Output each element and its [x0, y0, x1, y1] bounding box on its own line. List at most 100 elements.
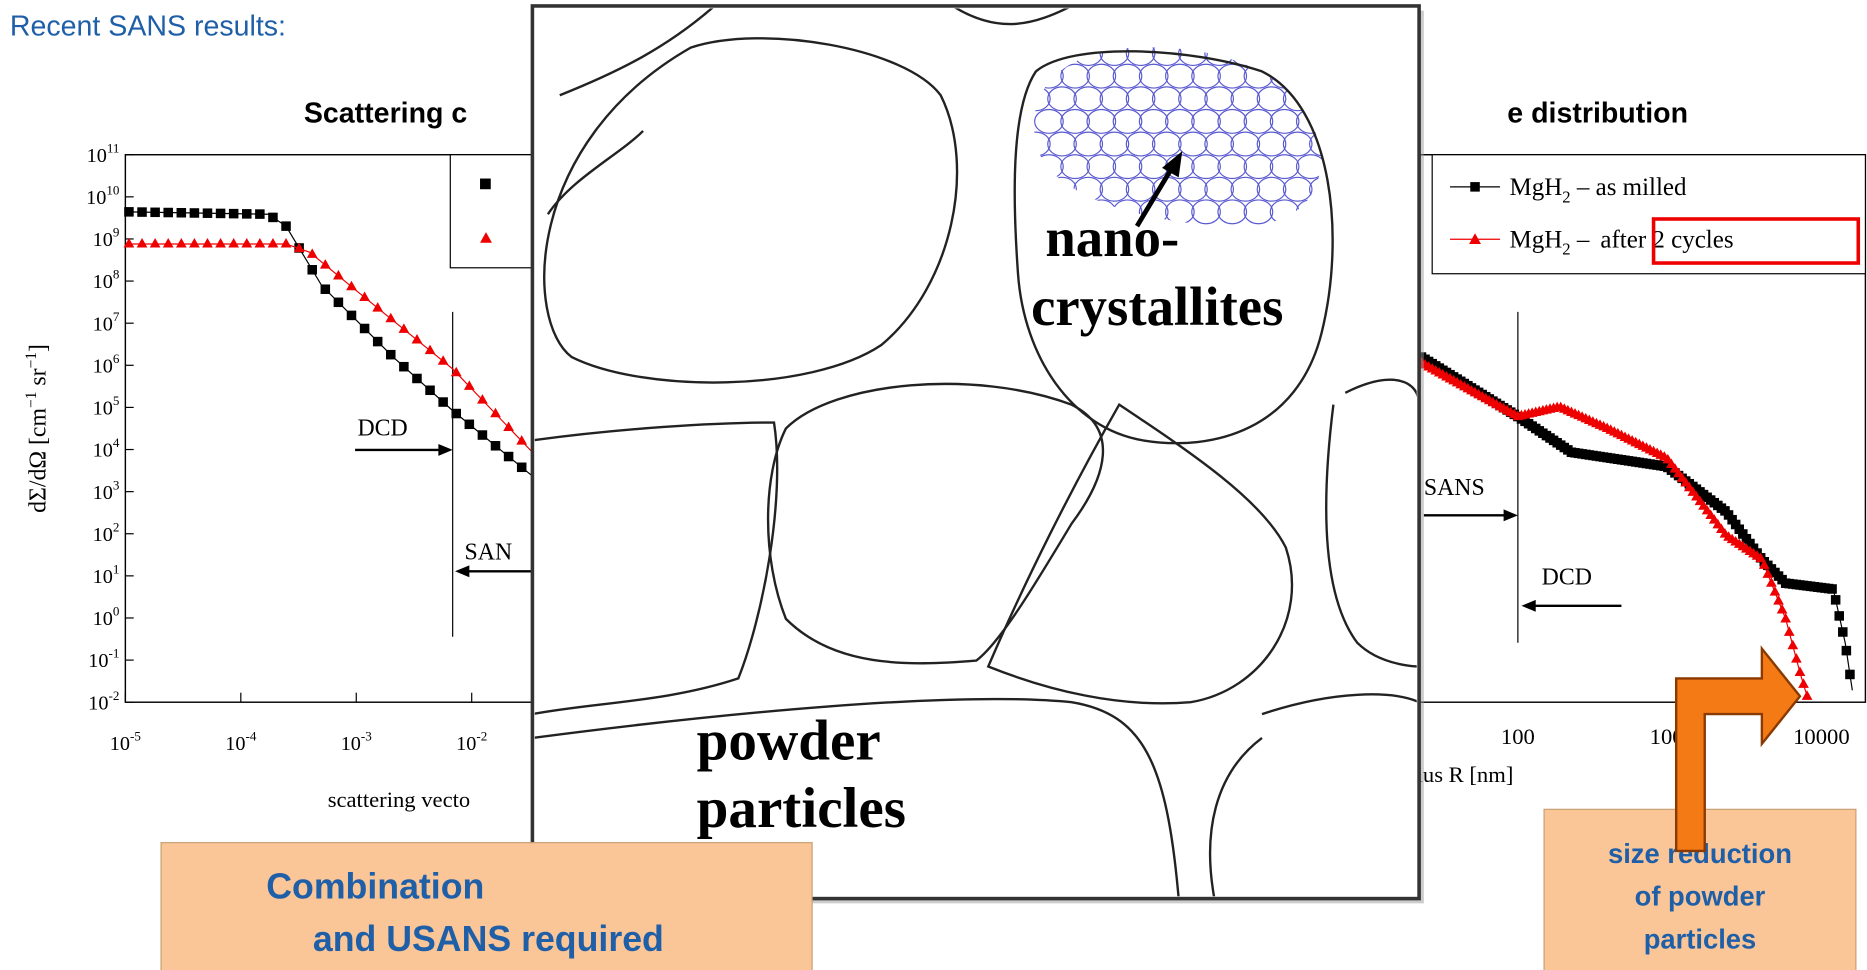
tick-base: 10 — [93, 524, 113, 546]
marker — [1831, 595, 1841, 605]
marker — [242, 209, 252, 219]
sketch-label: particles — [697, 777, 906, 840]
tick-exponent: 5 — [113, 393, 120, 408]
marker — [438, 397, 448, 407]
tick-exponent: 2 — [113, 519, 120, 534]
marker — [412, 374, 422, 384]
marker — [491, 441, 501, 451]
marker — [281, 221, 291, 231]
tick-exponent: 8 — [113, 267, 120, 282]
tick-exponent: 11 — [107, 140, 120, 155]
callout-text: Combination — [266, 867, 484, 907]
marker — [216, 209, 226, 219]
tick-exponent: -5 — [130, 728, 141, 743]
marker — [334, 298, 344, 308]
tick-base: 10 — [341, 733, 361, 755]
tick-exponent: 1 — [113, 561, 120, 576]
marker — [163, 208, 173, 218]
marker — [1834, 611, 1844, 621]
tick-exponent: 10 — [106, 182, 120, 197]
label-part: after 2 cycles — [1600, 227, 1733, 254]
marker — [150, 208, 160, 218]
tick-base: 10 — [87, 145, 107, 167]
marker — [177, 208, 187, 218]
label-part: −1 — [23, 392, 40, 408]
y-axis-label: dΣ/dΩ [cm−1 sr−1] — [23, 344, 52, 513]
marker — [360, 324, 370, 334]
tick-base: 10 — [93, 355, 113, 377]
marker — [229, 209, 239, 219]
label-part: 2 — [1562, 240, 1570, 259]
tick-base: 10 — [88, 692, 108, 714]
tick-exponent: -4 — [245, 728, 256, 743]
sketch-frame — [532, 6, 1419, 899]
chart-title: Scattering c — [304, 98, 468, 130]
slide: Recent SANS results: e distribution MgH2… — [0, 0, 1867, 970]
marker — [203, 208, 213, 218]
marker — [268, 213, 278, 223]
tick-base: 10 — [88, 650, 108, 672]
marker — [504, 452, 514, 462]
marker — [1827, 584, 1837, 594]
marker — [1845, 670, 1855, 680]
tick-exponent: 7 — [113, 309, 120, 324]
tick-base: 10 — [93, 313, 113, 335]
tick-base: 10 — [86, 187, 106, 209]
marker — [321, 284, 331, 294]
label-part: −1 — [23, 352, 40, 368]
annotation: SANS — [1424, 475, 1485, 501]
legend-box — [1432, 155, 1865, 274]
marker — [1842, 646, 1852, 656]
marker — [373, 337, 383, 347]
marker — [255, 209, 265, 219]
label-part: 2 — [1562, 187, 1570, 206]
sketch-label: crystallites — [1031, 276, 1283, 337]
marker — [137, 207, 147, 217]
callout-text: of powder — [1635, 881, 1766, 912]
marker — [425, 386, 435, 396]
tick-base: 10 — [225, 733, 245, 755]
marker — [307, 265, 317, 275]
marker — [124, 207, 134, 217]
tick-base: 10 — [110, 733, 130, 755]
tick-exponent: -3 — [361, 728, 372, 743]
marker — [478, 430, 488, 440]
micrograph-sketch: nano- crystallites powder particles — [532, 6, 1423, 903]
legend-marker — [480, 179, 491, 190]
x-tick-label: 100 — [1501, 724, 1535, 749]
tick-base: 10 — [93, 482, 113, 504]
tick-base: 10 — [93, 608, 113, 630]
tick-exponent: 3 — [113, 477, 120, 492]
tick-base: 10 — [93, 566, 113, 588]
marker — [386, 350, 396, 360]
tick-exponent: -2 — [109, 688, 120, 703]
tick-exponent: -1 — [109, 646, 120, 661]
callout-text: particles — [1644, 924, 1757, 955]
tick-base: 10 — [456, 733, 476, 755]
annotation: DCD — [357, 416, 407, 442]
marker — [190, 208, 200, 218]
legend-marker — [1470, 182, 1480, 192]
slide-title: Recent SANS results: — [10, 11, 286, 43]
label-part: ] — [26, 344, 52, 352]
marker — [1838, 627, 1848, 637]
x-tick-label: 10000 — [1793, 724, 1850, 749]
marker — [465, 420, 475, 430]
tick-exponent: 9 — [113, 225, 120, 240]
chart-title: e distribution — [1507, 98, 1688, 130]
label-part: MgH — [1510, 174, 1563, 201]
tick-base: 10 — [93, 271, 113, 293]
marker — [517, 463, 527, 473]
sketch-label: powder — [697, 709, 881, 772]
tick-exponent: 0 — [113, 604, 120, 619]
tick-exponent: -2 — [476, 728, 487, 743]
annotation: SAN — [465, 539, 513, 565]
callout-text: and USANS required — [313, 919, 664, 959]
tick-base: 10 — [93, 440, 113, 462]
label-part: sr — [26, 368, 52, 391]
tick-base: 10 — [93, 398, 113, 420]
tick-base: 10 — [93, 229, 113, 251]
marker — [399, 362, 409, 372]
tick-exponent: 6 — [113, 351, 120, 366]
annotation: DCD — [1542, 564, 1592, 590]
